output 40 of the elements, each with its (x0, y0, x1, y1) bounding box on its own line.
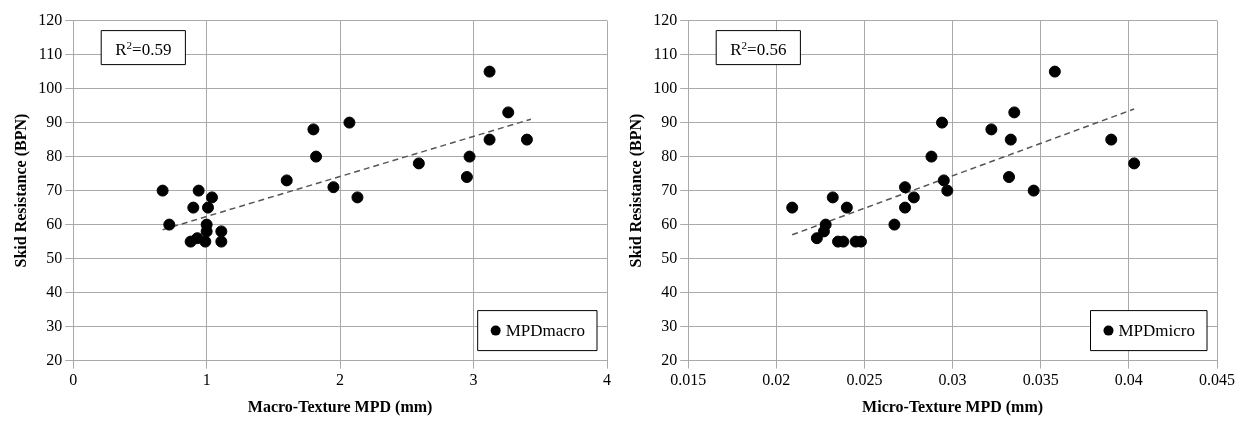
y-tick-label: 30 (46, 316, 63, 334)
x-tick-label: 3 (469, 371, 478, 389)
x-tick-label: 0.02 (762, 371, 791, 389)
x-axis-title: Micro-Texture MPD (mm) (862, 397, 1044, 416)
y-tick-label: 100 (653, 78, 678, 96)
y-tick-label: 70 (661, 180, 678, 198)
y-tick-label: 120 (653, 10, 678, 28)
y-tick-label: 50 (46, 248, 63, 266)
x-tick-label: 0.025 (846, 371, 883, 389)
x-tick-label: 1 (202, 371, 211, 389)
y-tick-label: 80 (661, 146, 678, 164)
y-tick-label: 60 (46, 214, 63, 232)
y-tick-label: 40 (46, 282, 63, 300)
y-tick-label: 120 (38, 10, 63, 28)
y-tick-label: 90 (661, 112, 678, 130)
y-tick-label: 20 (46, 350, 63, 368)
x-tick-label: 0.015 (670, 371, 707, 389)
y-axis-title: Skid Resistance (BPN) (11, 113, 30, 268)
y-axis-title: Skid Resistance (BPN) (626, 113, 645, 268)
x-tick-label: 2 (336, 371, 345, 389)
x-axis-title: Macro-Texture MPD (mm) (247, 397, 433, 416)
y-tick-label: 80 (46, 146, 63, 164)
x-tick-label: 0.03 (938, 371, 967, 389)
y-tick-label: 20 (661, 350, 678, 368)
x-tick-label: 4 (603, 371, 611, 389)
y-tick-label: 110 (653, 44, 678, 62)
x-tick-label: 0.035 (1022, 371, 1059, 389)
x-tick-label: 0.045 (1199, 371, 1235, 389)
legend-label: MPDmacro (505, 321, 586, 341)
y-tick-label: 50 (661, 248, 678, 266)
y-tick-label: 40 (661, 282, 678, 300)
y-tick-label: 70 (46, 180, 63, 198)
y-tick-label: 100 (38, 78, 63, 96)
y-tick-label: 90 (46, 112, 63, 130)
y-tick-label: 60 (661, 214, 678, 232)
x-tick-label: 0 (69, 371, 78, 389)
y-tick-label: 110 (38, 44, 63, 62)
x-tick-label: 0.04 (1114, 371, 1143, 389)
legend-label: MPDmicro (1118, 321, 1195, 341)
y-tick-label: 30 (661, 316, 678, 334)
